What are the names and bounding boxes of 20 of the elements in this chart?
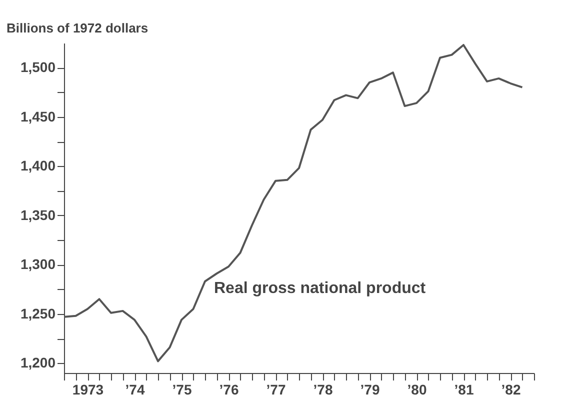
y-tick-label: 1,300	[20, 256, 56, 272]
x-tick-label: ’79	[360, 382, 380, 398]
y-axis-title: Billions of 1972 dollars	[6, 20, 148, 36]
x-tick-label: ’76	[219, 382, 239, 398]
annotation: Real gross national product	[214, 280, 426, 297]
y-tick-label: 1,450	[20, 108, 56, 124]
x-tick-label: ’78	[313, 382, 333, 398]
x-tick-label: ’81	[454, 382, 474, 398]
y-tick-label: 1,500	[20, 59, 56, 76]
y-tick-label: 1,250	[20, 305, 56, 322]
x-tick-label: ’82	[501, 382, 521, 398]
y-tick-label: 1,400	[20, 158, 56, 174]
x-tick-label: 1973	[72, 382, 104, 398]
line-series	[63, 44, 524, 362]
x-tick-label: ’74	[125, 382, 145, 398]
y-tick-label: 1,350	[20, 206, 56, 223]
x-tick-label: ’80	[407, 382, 427, 398]
x-tick-label: ’77	[266, 382, 286, 398]
y-tick-label: 1,200	[20, 354, 56, 371]
x-tick-label: ’75	[172, 382, 192, 398]
